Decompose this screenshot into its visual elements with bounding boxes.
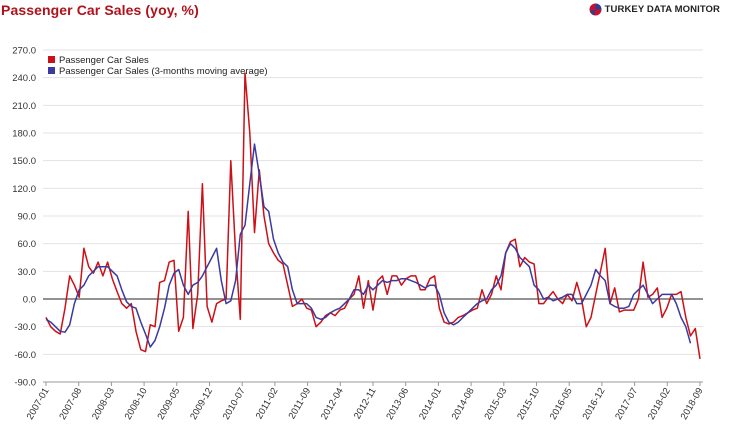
- y-tick-label: 120.0: [12, 184, 36, 195]
- y-tick-label: 30.0: [18, 267, 37, 278]
- legend-swatch-1: [48, 56, 55, 63]
- y-tick-label: 90.0: [18, 212, 37, 223]
- x-tick-label: 2014-08: [450, 386, 477, 422]
- y-tick-label: -30.0: [14, 322, 36, 333]
- x-tick-label: 2007-01: [25, 386, 52, 422]
- x-tick-label: 2017-07: [613, 386, 640, 422]
- series-line-1: [45, 72, 701, 360]
- y-tick-label: 210.0: [12, 101, 36, 112]
- x-tick-label: 2007-08: [57, 386, 84, 422]
- x-tick-label: 2015-03: [482, 386, 509, 422]
- y-tick-label: 180.0: [12, 129, 36, 140]
- x-tick-label: 2012-11: [352, 386, 379, 421]
- y-tick-label: 240.0: [12, 73, 36, 84]
- x-tick-label: 2011-02: [254, 386, 281, 421]
- x-tick-label: 2011-09: [287, 386, 314, 421]
- y-tick-label: -60.0: [14, 350, 36, 361]
- chart-title: Passenger Car Sales (yoy, %): [1, 2, 199, 18]
- x-tick-label: 2008-10: [123, 386, 150, 422]
- series-line-2: [45, 143, 692, 348]
- x-tick-label: 2013-06: [384, 386, 411, 422]
- brand-name: TURKEY DATA MONITOR: [604, 4, 720, 15]
- y-axis: -90.0 -60.0 -30.0 0.0 30.0 60.0 90.0 120.0 150.0…: [12, 46, 36, 389]
- x-tick-label: 2009-12: [188, 386, 215, 422]
- y-tick-label: 150.0: [12, 156, 36, 167]
- y-tick-label: 60.0: [18, 239, 37, 250]
- x-tick-label: 2010-07: [221, 386, 248, 422]
- x-tick-label: 2009-05: [155, 386, 182, 422]
- grid-layer: [43, 49, 703, 383]
- series-layer: [45, 72, 701, 360]
- x-tick-label: 2016-05: [548, 386, 575, 422]
- y-tick-label: 0.0: [23, 295, 36, 306]
- x-tick-label: 2014-01: [417, 386, 444, 422]
- legend-swatch-2: [48, 67, 55, 74]
- brand-logo: TURKEY DATA MONITOR: [589, 3, 720, 16]
- x-tick-label: 2016-12: [581, 386, 608, 422]
- x-tick-label: 2008-03: [90, 386, 117, 422]
- legend-label-1: Passenger Car Sales: [59, 55, 149, 66]
- x-tick-label: 2018-09: [679, 386, 706, 422]
- y-tick-label: -90.0: [14, 378, 36, 389]
- x-tick-label: 2015-10: [515, 386, 542, 422]
- y-tick-label: 270.0: [12, 46, 36, 57]
- x-tick-label: 2018-02: [646, 386, 673, 422]
- x-axis: 2007-01 2007-08 2008-03 2008-10 2009-05 2009-…: [25, 381, 706, 422]
- legend-label-2: Passenger Car Sales (3-months moving ave…: [59, 66, 268, 77]
- x-tick-label: 2012-04: [319, 386, 346, 422]
- globe-icon: [589, 3, 602, 16]
